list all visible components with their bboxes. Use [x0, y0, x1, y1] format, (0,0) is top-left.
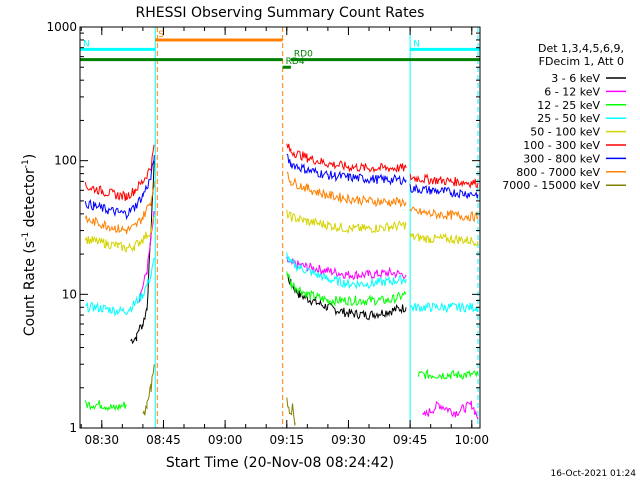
x-tick-label: 09:00 [208, 433, 243, 447]
y-axis-label-part: ) [22, 154, 38, 159]
x-tick-label: 09:30 [331, 433, 366, 447]
series-line [409, 301, 479, 314]
y-tick-label: 10 [62, 287, 77, 301]
legend-header: Det 1,3,4,5,6,9, [538, 42, 624, 55]
legend-header: FDecim 1, Att 0 [539, 55, 624, 68]
flag-label: N [413, 39, 420, 49]
series-line [84, 400, 127, 412]
series-line [84, 144, 155, 201]
series-line [286, 171, 407, 208]
series-line [84, 215, 155, 253]
y-axis-label-exp: -1 [21, 232, 31, 241]
legend-label: 3 - 6 keV [551, 72, 600, 85]
series-line [138, 210, 155, 303]
legend-label: 800 - 7000 keV [516, 166, 600, 179]
timestamp: 16-Oct-2021 01:24 [551, 469, 637, 479]
y-tick-label: 100 [54, 154, 77, 168]
y-axis-label-part: detector [22, 168, 38, 232]
flag-label: N [83, 39, 90, 49]
flag-label: S [158, 30, 164, 40]
x-tick-label: 08:45 [146, 433, 181, 447]
legend-label: 300 - 800 keV [523, 152, 600, 165]
legend: Det 1,3,4,5,6,9,FDecim 1, Att 0 3 - 6 keV… [502, 42, 626, 192]
series-line [422, 400, 479, 420]
y-tick-label: 1000 [46, 20, 77, 34]
series-line [286, 153, 407, 186]
series-line [286, 252, 407, 290]
legend-label: 12 - 25 keV [537, 99, 600, 112]
legend-label: 100 - 300 keV [523, 139, 600, 152]
y-axis-label-exp: -1 [21, 159, 31, 168]
series-line [417, 368, 479, 381]
series-line [85, 257, 155, 317]
axes: 1 10 100 1000 08:30 08:45 09:00 09:15 09:30 09:45… [46, 20, 489, 447]
y-axis-label-part: Count Rate (s [22, 241, 38, 336]
flag-label: RD4 [286, 57, 305, 67]
series-line [84, 155, 155, 221]
plot-frame [79, 26, 481, 429]
legend-label: 50 - 100 keV [530, 126, 600, 139]
series-line [286, 209, 407, 234]
series-line [286, 143, 407, 174]
y-axis-label: Count Rate (s-1 detector-1) [21, 154, 38, 336]
series-line [409, 232, 479, 247]
series-line [286, 273, 407, 321]
flag-label: RD0 [294, 50, 313, 60]
x-tick-label: 10:00 [454, 433, 489, 447]
chart-title: RHESSI Observing Summary Count Rates [136, 5, 425, 21]
x-tick-label: 08:30 [84, 433, 119, 447]
series-line [130, 160, 155, 345]
x-tick-label: 09:15 [269, 433, 304, 447]
series-line [142, 364, 155, 416]
legend-label: 25 - 50 keV [537, 112, 600, 125]
series-line [286, 256, 407, 281]
legend-label: 6 - 12 keV [544, 85, 600, 98]
series-line [84, 181, 155, 235]
series-line [409, 183, 479, 200]
legend-label: 7000 - 15000 keV [502, 179, 600, 192]
x-axis-label: Start Time (20-Nov-08 08:24:42) [166, 455, 394, 471]
y-tick-label: 1 [69, 421, 77, 435]
series-line [409, 173, 479, 189]
x-tick-label: 09:45 [393, 433, 428, 447]
series-line [286, 397, 296, 426]
series-line [409, 206, 479, 223]
series-line [286, 271, 407, 307]
